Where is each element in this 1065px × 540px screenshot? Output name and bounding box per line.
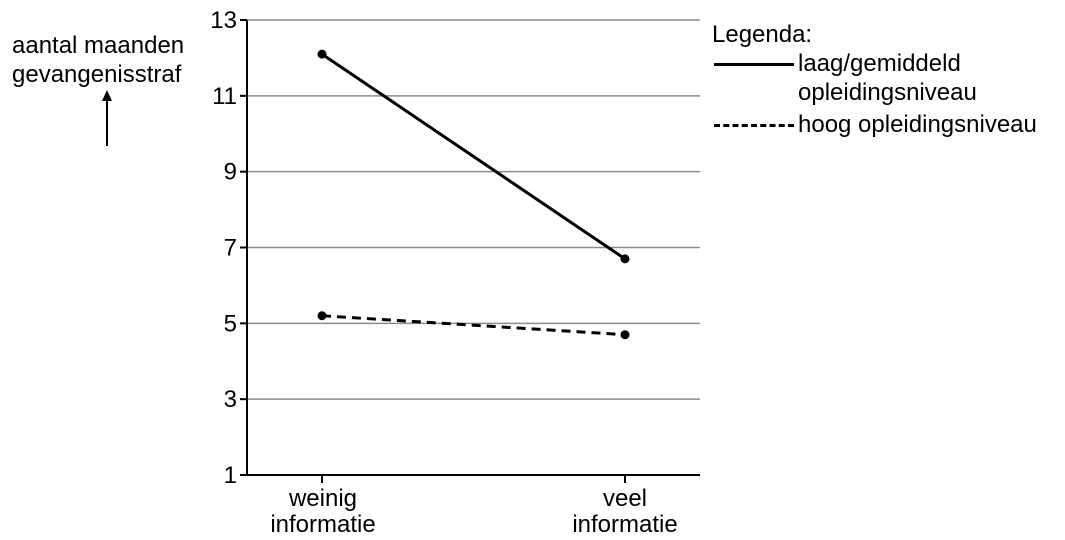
data-point [620,254,630,264]
data-point [620,330,630,340]
legend-item-dashed: hoog opleidingsniveau [712,110,1037,139]
y-tick-label: 3 [224,386,237,413]
series-line-dashed [321,314,626,337]
legend-item-label: hoog opleidingsniveau [798,111,1037,138]
gridlines [247,19,700,400]
y-tick-label: 11 [212,83,237,110]
data-point [317,311,327,321]
dashed-line-icon [714,124,794,127]
solid-line-icon [714,63,794,66]
y-axis-label-line: gevangenisstraf [12,61,182,88]
x-tick-label-line: weinig [288,485,358,512]
y-tick-label: 7 [224,235,237,262]
legend-item-label: laag/gemiddeld [798,50,961,77]
legend-title: Legenda: [712,21,813,48]
x-tick-label-line: informatie [572,511,678,538]
y-axis-label: aantal maanden gevangenisstraf [12,31,184,89]
y-arrow-head-icon [102,90,112,101]
legend-item-solid: laag/gemiddeld opleidingsniveau [712,49,1037,107]
y-tick-label: 5 [224,310,237,337]
x-tick-label: veel informatie [545,486,705,538]
legend-item-label: opleidingsniveau [798,79,977,106]
x-tick-label: weinig informatie [243,486,403,538]
series-line-solid [321,52,626,261]
x-tick-label-line: informatie [270,511,376,538]
legend: Legenda: laag/gemiddeld opleidingsniveau… [712,20,1037,139]
data-point [317,49,327,59]
y-tick-label: 13 [210,7,237,34]
y-tick-label: 9 [224,159,237,186]
x-tick-label-line: veel [602,485,648,512]
y-axis-label-line: aantal maanden [12,32,185,59]
y-tick-label: 1 [224,462,237,489]
series [317,49,630,340]
